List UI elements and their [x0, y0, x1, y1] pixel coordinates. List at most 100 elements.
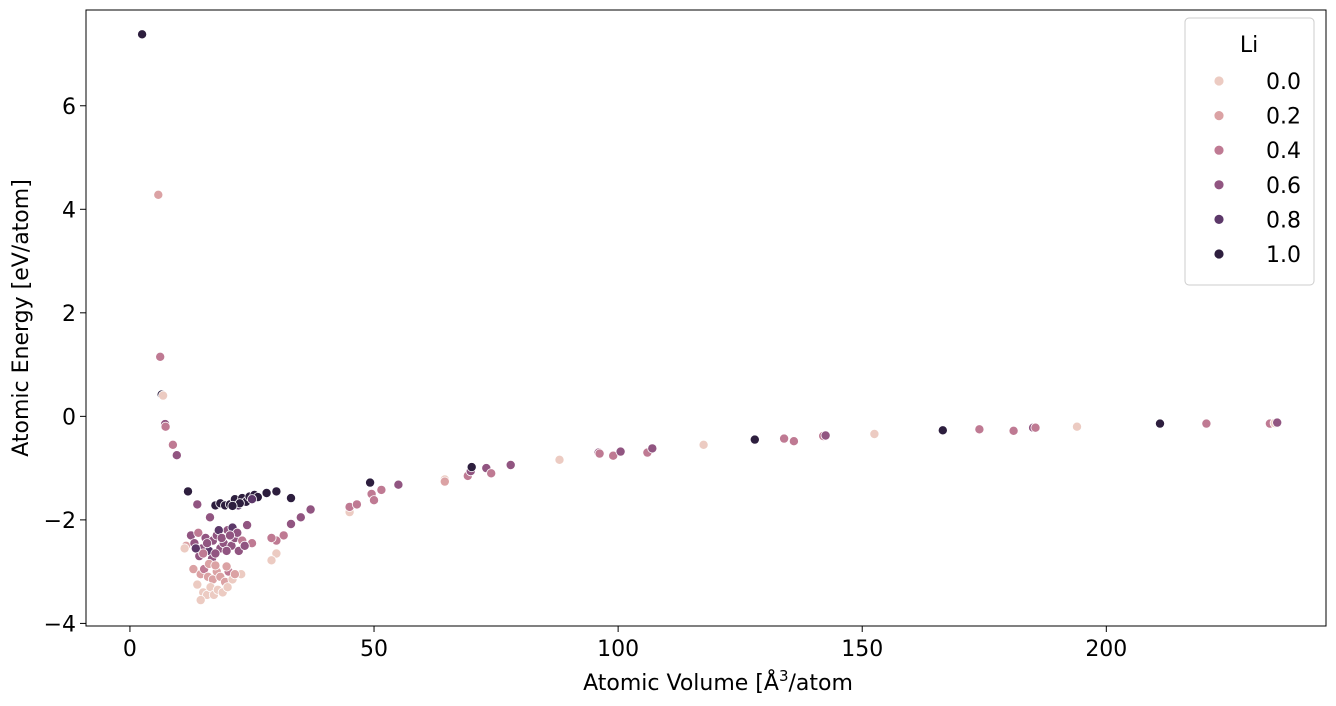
- data-point: [261, 487, 272, 498]
- legend-label: 0.2: [1266, 105, 1301, 130]
- data-point: [937, 425, 948, 436]
- data-point: [974, 424, 985, 435]
- legend-marker: [1213, 213, 1225, 225]
- data-point: [204, 512, 215, 523]
- data-point: [466, 462, 477, 473]
- data-point: [222, 582, 233, 593]
- data-point: [266, 533, 277, 544]
- data-point: [615, 446, 626, 457]
- data-point: [1272, 417, 1283, 428]
- x-tick-label: 0: [123, 637, 137, 662]
- x-tick-label: 200: [1085, 637, 1127, 662]
- legend-marker: [1213, 179, 1225, 191]
- y-tick-label: 0: [62, 405, 76, 430]
- data-point: [365, 477, 376, 488]
- data-point: [224, 530, 235, 541]
- x-axis-label-main: Atomic Volume [Å: [583, 669, 779, 696]
- data-point: [239, 540, 250, 551]
- data-point: [188, 564, 199, 575]
- legend-marker: [1213, 75, 1225, 87]
- data-point: [594, 448, 605, 459]
- data-point: [779, 433, 790, 444]
- data-point: [242, 520, 253, 531]
- data-point: [285, 519, 296, 530]
- x-tick-label: 50: [360, 637, 388, 662]
- y-axis-ticks: −4 −2 0 2 4 6: [44, 95, 86, 637]
- x-tick-label: 150: [841, 637, 883, 662]
- x-axis-label-superscript: 3: [779, 667, 789, 685]
- data-point: [788, 436, 799, 447]
- data-point: [820, 430, 831, 441]
- data-point: [439, 476, 450, 487]
- legend-marker: [1213, 144, 1225, 156]
- data-point: [295, 512, 306, 523]
- data-point: [210, 548, 221, 559]
- legend-label: 0.8: [1266, 208, 1301, 233]
- legend-label: 0.6: [1266, 174, 1301, 199]
- x-axis-label-tail: /atom: [788, 671, 852, 696]
- data-point: [554, 454, 565, 465]
- x-tick-label: 100: [597, 637, 639, 662]
- data-point: [1201, 418, 1212, 429]
- data-point: [160, 421, 171, 432]
- data-point: [192, 579, 203, 590]
- data-point: [351, 499, 362, 510]
- legend-marker: [1213, 110, 1225, 121]
- data-point: [1008, 425, 1019, 436]
- data-point: [368, 495, 379, 506]
- data-point: [278, 530, 289, 541]
- data-point: [221, 561, 232, 572]
- y-axis-label: Atomic Energy [eV/atom]: [9, 179, 34, 457]
- data-point: [137, 29, 148, 40]
- data-point: [195, 595, 206, 606]
- data-point: [171, 450, 182, 461]
- data-point: [246, 494, 257, 505]
- legend-entries: 0.0 0.2 0.4 0.6 0.8 1.0: [1213, 70, 1301, 268]
- y-tick-label: −4: [44, 612, 76, 637]
- y-tick-label: 6: [62, 95, 76, 120]
- data-point: [190, 543, 201, 554]
- data-point: [167, 439, 178, 450]
- data-point: [271, 548, 282, 559]
- data-point: [210, 560, 221, 571]
- data-point: [376, 484, 387, 495]
- data-point: [192, 499, 203, 510]
- data-point: [221, 545, 232, 556]
- data-point: [271, 486, 282, 497]
- data-point: [216, 533, 227, 544]
- data-point: [698, 439, 709, 450]
- legend: Li 0.0 0.2 0.4 0.6 0.8 1.0: [1184, 17, 1315, 286]
- data-point: [266, 555, 277, 566]
- y-tick-label: 4: [62, 198, 76, 223]
- data-point: [229, 569, 240, 580]
- x-axis-ticks: 0 50 100 150 200: [123, 626, 1127, 662]
- data-point: [749, 434, 760, 445]
- x-axis-label: Atomic Volume [Å3/atom: [583, 667, 853, 696]
- data-point: [305, 504, 316, 515]
- data-point: [647, 443, 658, 454]
- data-point: [153, 189, 164, 200]
- data-point: [193, 527, 204, 538]
- legend-label: 0.4: [1266, 139, 1301, 164]
- legend-label: 1.0: [1266, 243, 1301, 268]
- legend-title: Li: [1240, 33, 1258, 58]
- data-point: [179, 543, 190, 554]
- data-point: [182, 486, 193, 497]
- data-point: [155, 351, 166, 362]
- data-point: [1030, 422, 1041, 433]
- data-point: [285, 493, 296, 504]
- data-point: [158, 390, 169, 401]
- data-point: [1072, 421, 1083, 432]
- y-tick-label: 2: [62, 302, 76, 327]
- plot-frame: [85, 9, 1327, 627]
- data-point: [505, 459, 516, 470]
- data-point: [869, 428, 880, 439]
- data-point: [227, 500, 238, 511]
- data-point: [202, 538, 213, 549]
- data-point: [393, 479, 404, 490]
- data-point: [1155, 418, 1166, 429]
- legend-label: 0.0: [1266, 70, 1301, 95]
- data-point: [486, 468, 497, 479]
- points-layer: [137, 29, 1283, 606]
